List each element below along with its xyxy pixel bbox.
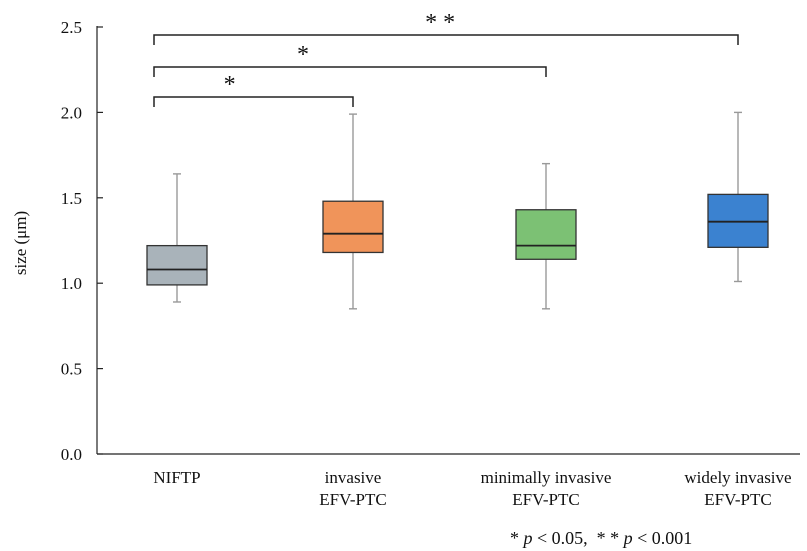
- x-axis-labels: NIFTP invasive EFV-PTC minimally invasive EF…: [153, 468, 791, 509]
- box-iqr: [322, 200, 384, 254]
- y-tick-label: 0.0: [61, 445, 82, 464]
- box-1: [322, 113, 384, 310]
- significance-star: *: [224, 72, 236, 98]
- x-tick-label: invasive EFV-PTC: [319, 468, 386, 509]
- y-tick-label: 2.0: [61, 103, 82, 122]
- significance-bracket: * *: [153, 10, 739, 45]
- boxes: [146, 111, 769, 310]
- significance-brackets: * * * *: [153, 10, 739, 107]
- box-iqr: [146, 244, 208, 286]
- significance-star: * *: [425, 10, 455, 36]
- y-axis-label: size (μm): [11, 211, 30, 275]
- x-tick-label: NIFTP: [153, 468, 200, 487]
- significance-star: *: [297, 42, 309, 68]
- significance-bracket: *: [153, 42, 547, 77]
- y-tick-label: 0.5: [61, 360, 82, 379]
- y-tick-label: 2.5: [61, 18, 82, 37]
- box-3: [707, 111, 769, 283]
- box-2: [515, 162, 577, 310]
- significance-footnote: * p < 0.05, * * p < 0.001: [510, 528, 692, 548]
- axes: 0.0 0.5 1.0 1.5 2.0 2.5: [61, 18, 800, 464]
- y-tick-label: 1.5: [61, 189, 82, 208]
- significance-bracket: *: [153, 72, 354, 107]
- x-tick-label: minimally invasive EFV-PTC: [481, 468, 612, 509]
- bracket-line: [153, 96, 354, 107]
- box-0: [146, 173, 208, 303]
- y-tick-label: 1.0: [61, 274, 82, 293]
- x-tick-label: widely invasive EFV-PTC: [684, 468, 791, 509]
- bracket-line: [153, 66, 547, 77]
- box-iqr: [515, 209, 577, 260]
- bracket-line: [153, 34, 739, 45]
